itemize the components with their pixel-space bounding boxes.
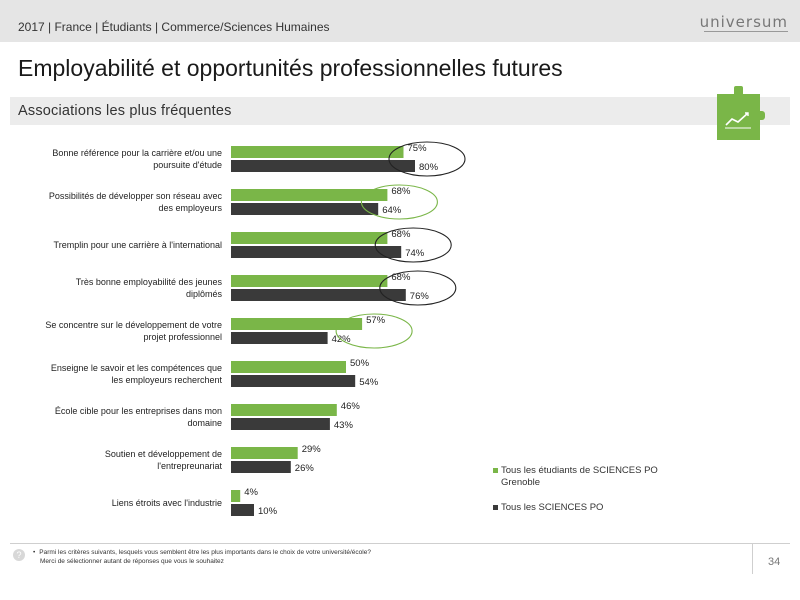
bar-all-sciences-po xyxy=(231,375,356,387)
legend-item-grenoble: Tous les étudiants de SCIENCES PO Grenob… xyxy=(493,465,683,489)
bar-all-sciences-po xyxy=(231,289,406,301)
data-label: 64% xyxy=(382,205,402,216)
category-label: Enseigne le savoir et les compétences qu… xyxy=(51,363,222,373)
footer-divider xyxy=(10,543,790,544)
data-label: 68% xyxy=(391,186,411,197)
highlight-ellipse xyxy=(388,141,466,177)
bar-all-sciences-po xyxy=(231,418,330,430)
bar-grenoble xyxy=(231,361,346,373)
header-bar: 2017 | France | Étudiants | Commerce/Sci… xyxy=(0,0,800,42)
category-label: Tremplin pour une carrière à l'internati… xyxy=(54,240,222,250)
category-label: Très bonne employabilité des jeunes xyxy=(76,277,223,287)
question-icon: ? xyxy=(13,549,25,561)
data-label: 76% xyxy=(410,291,430,302)
bar-grenoble xyxy=(231,275,388,287)
category-label: domaine xyxy=(187,418,222,428)
note-line-2: Merci de sélectionner autant de réponses… xyxy=(40,558,224,565)
data-label: 46% xyxy=(341,401,361,412)
legend-label-grenoble: Tous les étudiants de SCIENCES PO Grenob… xyxy=(501,465,658,488)
data-label: 10% xyxy=(258,506,278,517)
data-label: 50% xyxy=(350,358,370,369)
category-label: École cible pour les entreprises dans mo… xyxy=(55,406,222,416)
category-label: diplômés xyxy=(186,289,223,299)
legend-swatch-all xyxy=(493,505,498,510)
page-number-divider xyxy=(752,544,753,574)
category-label: poursuite d'étude xyxy=(153,160,222,170)
footer-note: • Parmi les critères suivants, lesquels v… xyxy=(33,548,371,566)
data-label: 43% xyxy=(334,420,354,431)
category-label: Possibilités de développer son réseau av… xyxy=(49,191,223,201)
legend-swatch-grenoble xyxy=(493,468,498,473)
data-label: 75% xyxy=(408,143,428,154)
bar-all-sciences-po xyxy=(231,246,402,258)
data-label: 54% xyxy=(359,377,379,388)
legend-item-all: Tous les SCIENCES PO xyxy=(493,502,683,514)
category-label: Se concentre sur le développement de vot… xyxy=(45,320,222,330)
page-number: 34 xyxy=(768,556,781,568)
category-label: des employeurs xyxy=(158,203,222,213)
note-bullet: • xyxy=(33,549,36,556)
chart-legend: Tous les étudiants de SCIENCES PO Grenob… xyxy=(493,465,683,527)
bar-all-sciences-po xyxy=(231,332,328,344)
bar-grenoble xyxy=(231,318,363,330)
data-label: 68% xyxy=(391,272,411,283)
note-line-1: Parmi les critères suivants, lesquels vo… xyxy=(39,549,371,556)
icon-puzzle-cap xyxy=(734,86,743,94)
bar-grenoble xyxy=(231,189,388,201)
category-label: l'entrepreunariat xyxy=(157,461,222,471)
category-label: Bonne référence pour la carrière et/ou u… xyxy=(52,148,222,158)
category-label: les employeurs recherchent xyxy=(111,375,222,385)
bar-all-sciences-po xyxy=(231,203,379,215)
category-label: Liens étroits avec l'industrie xyxy=(112,498,222,508)
trend-chart-icon xyxy=(717,94,760,140)
highlight-ellipse xyxy=(379,270,457,306)
data-label: 4% xyxy=(244,487,258,498)
category-label: Soutien et développement de xyxy=(105,449,222,459)
logo-underline xyxy=(704,31,788,32)
category-label: projet professionnel xyxy=(143,332,222,342)
page-title: Employabilité et opportunités profession… xyxy=(18,55,563,81)
highlight-ellipse xyxy=(335,313,413,349)
data-label: 29% xyxy=(302,444,322,455)
bar-grenoble xyxy=(231,146,404,158)
data-label: 80% xyxy=(419,162,439,173)
data-label: 57% xyxy=(366,315,386,326)
bar-grenoble xyxy=(231,490,241,502)
data-label: 74% xyxy=(405,248,425,259)
bar-all-sciences-po xyxy=(231,504,254,516)
data-label: 26% xyxy=(295,463,315,474)
highlight-ellipse xyxy=(360,184,438,220)
breadcrumb: 2017 | France | Étudiants | Commerce/Sci… xyxy=(18,20,330,34)
highlight-ellipse xyxy=(374,227,452,263)
bar-all-sciences-po xyxy=(231,160,415,172)
bar-all-sciences-po xyxy=(231,461,291,473)
bar-grenoble xyxy=(231,404,337,416)
section-title: Associations les plus fréquentes xyxy=(18,103,232,119)
data-label: 68% xyxy=(391,229,411,240)
bar-grenoble xyxy=(231,232,388,244)
section-bar: Associations les plus fréquentes xyxy=(10,97,790,125)
icon-puzzle-side xyxy=(758,111,765,120)
bar-chart: Bonne référence pour la carrière et/ou u… xyxy=(45,141,466,517)
universum-logo: universum xyxy=(699,13,788,31)
bar-grenoble xyxy=(231,447,298,459)
legend-label-all: Tous les SCIENCES PO xyxy=(501,502,604,513)
